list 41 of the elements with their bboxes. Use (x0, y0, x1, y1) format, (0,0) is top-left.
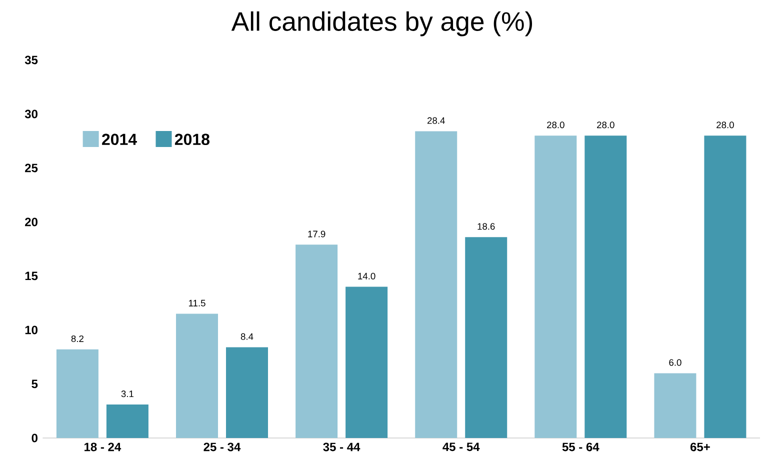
bar (56, 349, 98, 438)
x-tick-label: 55 - 64 (562, 442, 600, 452)
bar (465, 237, 508, 438)
data-label: 8.2 (71, 335, 84, 342)
x-tick-label: 18 - 24 (84, 442, 122, 452)
data-label: 28.0 (547, 122, 564, 128)
y-tick-label: 0 (32, 434, 38, 442)
x-tick-label: 65+ (690, 442, 710, 452)
x-tick-label: 35 - 44 (323, 442, 360, 452)
data-label: 18.6 (478, 223, 495, 230)
chart-title: All candidates by age (%) (231, 11, 532, 36)
legend-label: 2014 (102, 134, 137, 146)
bar (534, 136, 577, 438)
x-tick-label: 45 - 54 (442, 442, 480, 452)
data-label: 11.5 (188, 300, 206, 306)
x-tick-label: 25 - 34 (204, 442, 241, 452)
y-tick-label: 25 (25, 164, 38, 172)
y-tick-label: 5 (32, 380, 38, 388)
bar (296, 244, 338, 438)
data-label: 3.1 (121, 390, 134, 398)
bar (704, 136, 746, 438)
bar (106, 404, 148, 438)
bar (346, 286, 388, 438)
data-label: 6.0 (669, 359, 682, 366)
bar (176, 314, 218, 438)
bar (584, 136, 627, 438)
data-label: 28.0 (716, 122, 734, 128)
data-label: 17.9 (308, 230, 326, 238)
y-tick-label: 15 (25, 272, 38, 280)
y-tick-label: 20 (25, 218, 38, 226)
data-label: 14.0 (358, 272, 376, 280)
data-label: 28.0 (597, 122, 614, 128)
bar (415, 131, 458, 438)
y-tick-label: 35 (24, 56, 38, 64)
bar (654, 373, 696, 438)
legend-label: 2018 (174, 134, 210, 146)
y-tick-label: 10 (25, 326, 38, 334)
data-label: 8.4 (240, 333, 254, 340)
y-tick-label: 30 (24, 110, 38, 118)
data-label: 28.4 (427, 117, 445, 124)
bar (226, 347, 268, 438)
